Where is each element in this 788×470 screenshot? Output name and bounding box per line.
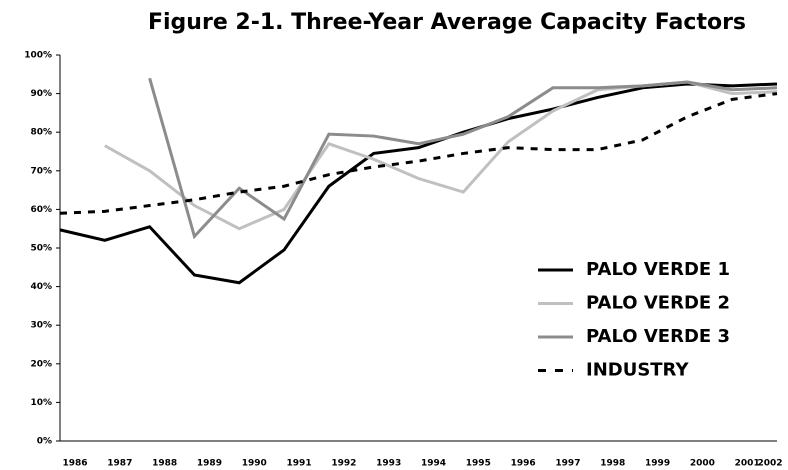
y-tick-label: 80%	[30, 128, 52, 138]
x-tick-label: 1990	[242, 459, 267, 469]
x-tick-label: 1996	[511, 459, 536, 469]
x-tick-label: 1998	[600, 459, 625, 469]
chart-title: Figure 2-1. Three-Year Average Capacity …	[148, 10, 746, 35]
x-tick-label: 1991	[287, 459, 312, 469]
x-tick-label: 2001	[735, 459, 760, 469]
y-tick-label: 40%	[30, 282, 52, 292]
y-tick-label: 0%	[37, 437, 52, 447]
y-tick-label: 20%	[30, 359, 52, 369]
y-tick-label: 30%	[30, 321, 52, 331]
x-tick-label: 1986	[62, 459, 87, 469]
y-tick-label: 90%	[30, 89, 52, 99]
x-tick-label: 1988	[152, 459, 177, 469]
series-line	[59, 92, 778, 215]
series-line	[104, 80, 778, 231]
legend-label: PALO VERDE 3	[586, 326, 730, 347]
x-tick-label: 1997	[555, 459, 580, 469]
y-tick-label: 70%	[30, 166, 52, 176]
x-tick-label: 2002	[757, 459, 782, 469]
legend-label: INDUSTRY	[586, 360, 689, 381]
y-tick-label: 60%	[30, 205, 52, 215]
y-tick-label: 50%	[30, 244, 52, 254]
x-tick-label: 1987	[107, 459, 132, 469]
y-tick-label: 10%	[30, 398, 52, 408]
x-tick-label: 1994	[421, 459, 446, 469]
y-tick-label: 100%	[24, 51, 52, 61]
legend-label: PALO VERDE 2	[586, 293, 730, 314]
legend-label: PALO VERDE 1	[586, 259, 730, 280]
series-line	[59, 82, 778, 285]
x-tick-label: 1999	[645, 459, 670, 469]
series-line	[148, 77, 778, 240]
x-tick-label: 1995	[466, 459, 491, 469]
x-tick-label: 2000	[690, 459, 715, 469]
x-tick-label: 1989	[197, 459, 222, 469]
x-tick-label: 1992	[331, 459, 356, 469]
x-tick-label: 1993	[376, 459, 401, 469]
